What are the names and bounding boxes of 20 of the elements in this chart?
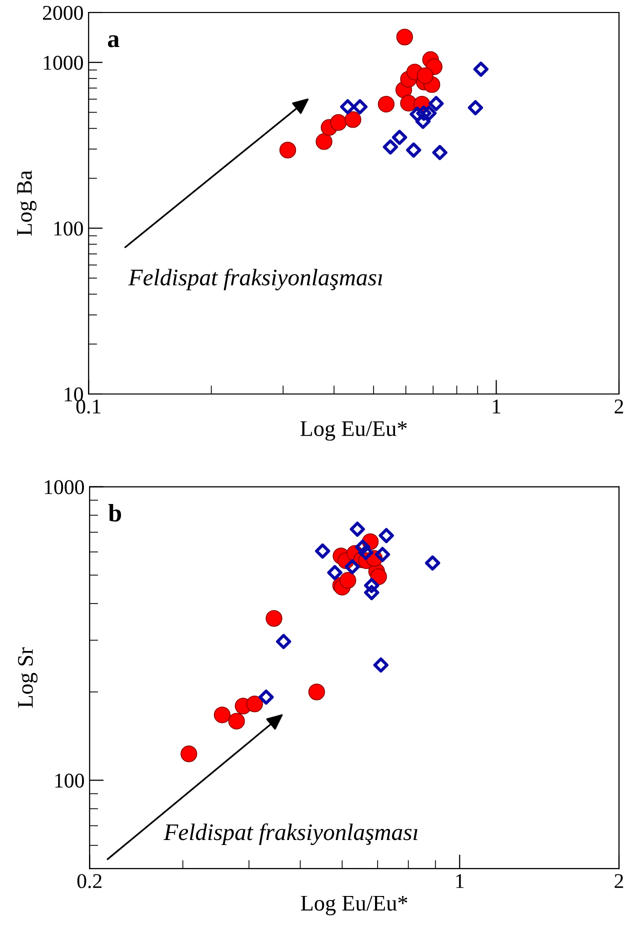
y-tick-label: 1000 — [44, 56, 83, 70]
x-axis-title: Log Eu/Eu* — [300, 421, 407, 441]
y-axis-title: Log Sr — [18, 647, 38, 708]
y-tick-label: 100 — [54, 222, 83, 236]
annotation: Feldispat fraksiyonlaşması — [164, 823, 418, 846]
y-axis-title: Log Ba — [17, 170, 37, 236]
text: b — [108, 504, 122, 522]
x-tick-label: 2 — [614, 400, 624, 414]
annotation: Feldispat fraksiyonlaşması — [128, 268, 382, 290]
y-tick-label: 2000 — [42, 6, 83, 20]
y-tick-label: 100 — [55, 774, 84, 788]
x-tick-label: 1 — [492, 400, 500, 414]
y-tick-label: 10 — [64, 387, 83, 402]
y-tick-label: 1000 — [44, 480, 84, 494]
x-axis-title: Log Eu/Eu* — [300, 896, 408, 916]
x-tick-label: 0.1 — [76, 399, 100, 414]
x-tick-label: 1 — [456, 874, 464, 888]
text: a — [108, 35, 120, 48]
x-tick-label: 2 — [614, 874, 624, 888]
x-tick-label: 0.2 — [77, 874, 102, 888]
